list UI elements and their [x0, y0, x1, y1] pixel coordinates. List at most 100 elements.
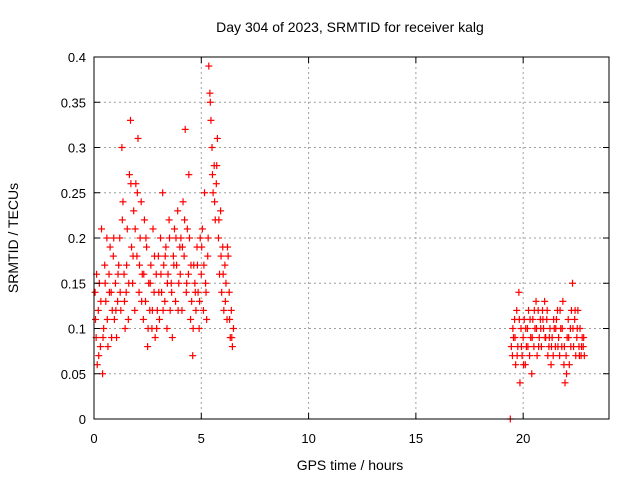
data-point: [162, 243, 170, 251]
data-point: [139, 315, 147, 323]
data-point: [103, 234, 111, 242]
data-point: [206, 98, 214, 106]
data-point: [100, 325, 108, 332]
data-point: [159, 306, 167, 314]
data-point: [98, 225, 106, 233]
data-point: [507, 343, 515, 351]
data-point: [517, 343, 525, 351]
data-point: [182, 288, 190, 296]
data-point: [181, 216, 189, 224]
data-point: [127, 180, 135, 188]
data-point: [207, 116, 215, 124]
data-point: [528, 334, 536, 342]
data-point: [129, 252, 137, 260]
data-point: [580, 334, 588, 342]
data-point: [95, 352, 103, 360]
data-point: [561, 379, 569, 387]
data-point: [99, 334, 107, 342]
data-point: [130, 207, 138, 215]
data-point: [134, 134, 142, 142]
data-point: [120, 297, 128, 305]
data-point: [172, 297, 180, 305]
data-point: [567, 343, 575, 351]
data-point: [560, 343, 568, 351]
data-point: [149, 225, 157, 233]
data-point: [137, 198, 145, 206]
data-point: [512, 361, 520, 369]
data-point: [144, 325, 152, 332]
data-point: [204, 234, 212, 242]
data-point: [191, 288, 199, 296]
data-point: [183, 279, 191, 287]
data-point: [205, 62, 213, 70]
x-tick-label: 0: [90, 431, 97, 446]
data-point: [124, 315, 132, 323]
data-point: [223, 243, 231, 251]
data-point: [218, 288, 226, 296]
data-point: [509, 325, 517, 332]
data-point: [532, 297, 540, 305]
data-point: [151, 252, 159, 260]
data-point: [143, 243, 151, 251]
data-point: [530, 306, 538, 314]
data-point: [166, 306, 174, 314]
data-point: [528, 370, 536, 378]
data-point: [131, 306, 139, 314]
data-point: [228, 334, 236, 342]
data-point: [94, 306, 102, 314]
data-point: [206, 89, 214, 97]
data-point: [115, 261, 123, 269]
data-point: [212, 180, 220, 188]
data-point: [226, 315, 234, 323]
data-point: [554, 343, 562, 351]
data-point: [106, 243, 114, 251]
data-point: [202, 279, 210, 287]
data-point: [128, 243, 136, 251]
data-point: [221, 261, 229, 269]
chart-title: Day 304 of 2023, SRMTID for receiver kal…: [216, 19, 484, 35]
data-point: [189, 325, 197, 332]
data-point: [562, 352, 570, 360]
data-point: [197, 270, 205, 278]
data-point: [153, 325, 161, 332]
data-point: [558, 325, 566, 332]
data-point: [565, 334, 573, 342]
y-axis-label: SRMTID / TECUs: [5, 183, 21, 293]
data-point: [114, 297, 122, 305]
data-point: [208, 144, 216, 151]
data-point: [166, 234, 174, 242]
data-point: [519, 334, 527, 342]
data-point: [133, 189, 141, 197]
data-point: [176, 270, 184, 278]
data-point: [209, 189, 217, 197]
data-point: [188, 297, 196, 305]
data-point: [123, 261, 131, 269]
data-point: [539, 315, 547, 323]
data-point: [118, 144, 126, 151]
data-point: [556, 352, 564, 360]
data-point: [516, 379, 524, 387]
data-point: [170, 261, 178, 269]
data-point: [92, 315, 100, 323]
data-point: [147, 261, 155, 269]
data-point: [180, 252, 188, 260]
data-point: [174, 306, 182, 314]
data-point: [220, 306, 228, 314]
data-point: [138, 297, 146, 305]
data-point: [142, 234, 150, 242]
data-point: [148, 306, 156, 314]
data-point: [108, 334, 116, 342]
data-point: [559, 297, 567, 305]
data-point: [187, 261, 195, 269]
data-point: [202, 288, 210, 296]
y-tick-label: 0.1: [68, 322, 86, 337]
data-point: [213, 134, 221, 142]
x-tick-label: 20: [516, 431, 530, 446]
data-point: [547, 361, 555, 369]
x-tick-label: 15: [409, 431, 423, 446]
data-point: [571, 306, 579, 314]
data-point: [185, 171, 193, 179]
data-point: [569, 279, 577, 287]
data-point: [533, 352, 541, 360]
